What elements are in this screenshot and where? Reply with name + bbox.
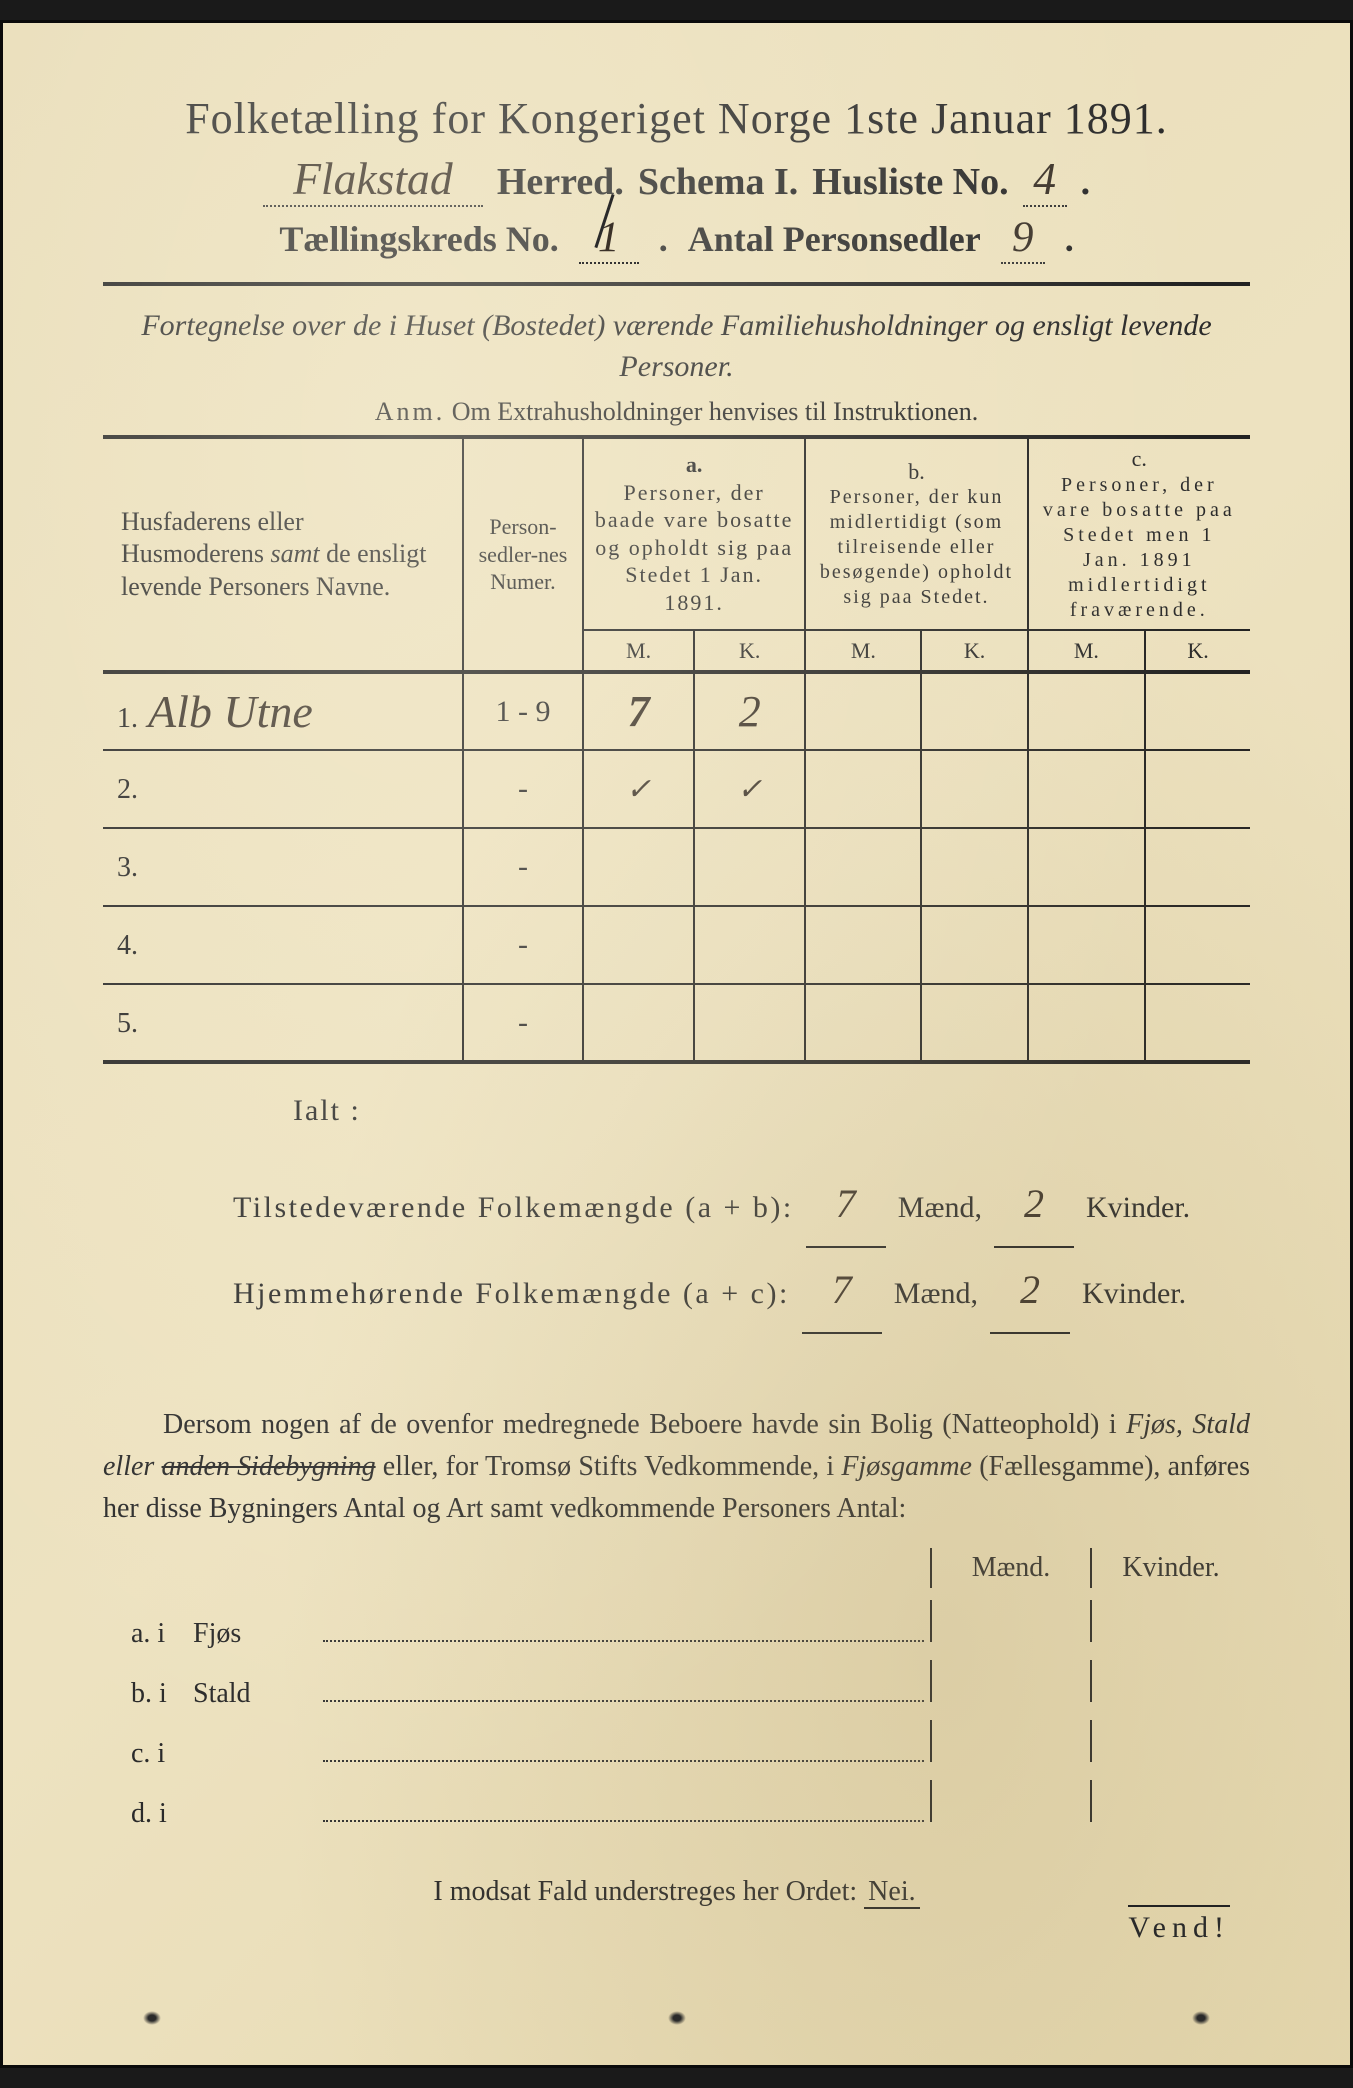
anm-lead: Anm.: [375, 397, 446, 426]
herred-value: Flakstad: [263, 152, 483, 207]
census-form-page: Folketælling for Kongeriget Norge 1ste J…: [0, 20, 1353, 2068]
row2-aM: ✓: [583, 750, 694, 828]
tot1-M: 7: [806, 1162, 886, 1248]
row2-aK: ✓: [694, 750, 805, 828]
subtitle: Fortegnelse over de i Huset (Bostedet) v…: [103, 306, 1250, 387]
anm-text: Om Extrahusholdninger henvises til Instr…: [452, 397, 978, 426]
tot2-M: 7: [802, 1248, 882, 1334]
husliste-value: 4: [1023, 152, 1067, 207]
husliste-label: Husliste No.: [812, 160, 1008, 204]
row3-num: -: [463, 828, 583, 906]
col-a-text: Personer, der baade vare bosatte og opho…: [592, 479, 796, 617]
punch-hole-icon: [668, 2011, 686, 2025]
b-K: K.: [921, 630, 1027, 673]
header-line-3: Tællingskreds No. 1 . Antal Personsedler…: [103, 213, 1250, 264]
col-names-header: Husfaderens eller Husmoderens samt de en…: [121, 507, 426, 601]
maend1: Mænd,: [898, 1176, 982, 1239]
mk-header: Mænd. Kvinder.: [103, 1548, 1250, 1588]
table-rows: 1.Alb Utne 1 - 9 7 2 2. - ✓ ✓ 3. -: [103, 672, 1250, 1062]
col-a-head: a.: [592, 451, 796, 479]
building-row: c. i: [103, 1720, 1250, 1770]
mk-maend: Mænd.: [930, 1548, 1090, 1588]
col-b-head: b.: [814, 458, 1018, 486]
tot1-label: Tilstedeværende Folkemængde (a + b):: [233, 1176, 794, 1239]
col-b-text: Personer, der kun midlertidigt (som tilr…: [814, 485, 1018, 610]
husliste-dot: .: [1081, 160, 1091, 204]
kreds-value: 1: [579, 213, 639, 264]
punch-hole-icon: [1192, 2011, 1210, 2025]
row5-num: -: [463, 984, 583, 1062]
row1-cK: [1145, 672, 1250, 750]
table-row: 2. - ✓ ✓: [103, 750, 1250, 828]
tot2-K: 2: [990, 1248, 1070, 1334]
row1-aK: 2: [694, 672, 805, 750]
row1-bK: [921, 672, 1027, 750]
a-M: M.: [583, 630, 694, 673]
mk-kvinder: Kvinder.: [1090, 1548, 1250, 1588]
personsedler-value: 9: [1001, 213, 1045, 264]
schema-label: Schema I.: [638, 160, 798, 204]
nei-line: I modsat Fald understreges her Ordet: Ne…: [103, 1876, 1250, 1908]
kvinder2: Kvinder.: [1082, 1262, 1186, 1325]
row1-name: Alb Utne: [148, 686, 313, 737]
c-K: K.: [1145, 630, 1250, 673]
building-row: a. i Fjøs: [103, 1600, 1250, 1650]
row1-cM: [1028, 672, 1146, 750]
nei-word: Nei.: [864, 1876, 919, 1909]
a-K: K.: [694, 630, 805, 673]
vend-label: Vend!: [1128, 1905, 1230, 1945]
kreds-label: Tællingskreds No.: [279, 218, 558, 260]
col-c-head: c.: [1037, 445, 1242, 473]
kreds-dot: .: [659, 218, 668, 260]
building-row: b. i Stald: [103, 1660, 1250, 1710]
row1-bM: [805, 672, 921, 750]
tot1-K: 2: [994, 1162, 1074, 1248]
table-row: 1.Alb Utne 1 - 9 7 2: [103, 672, 1250, 750]
row1-aM: 7: [583, 672, 694, 750]
totals-block: Tilstedeværende Folkemængde (a + b): 7 M…: [103, 1162, 1250, 1334]
b-M: M.: [805, 630, 921, 673]
household-table: Husfaderens eller Husmoderens samt de en…: [103, 435, 1250, 1064]
main-title: Folketælling for Kongeriget Norge 1ste J…: [103, 93, 1250, 144]
maend2: Mænd,: [894, 1262, 978, 1325]
herred-label: Herred.: [497, 160, 624, 204]
Kvinder1: Kvinder.: [1086, 1176, 1190, 1239]
punch-hole-icon: [143, 2011, 161, 2025]
col-num-header: Person-sedler-nes Numer.: [463, 437, 583, 672]
row1-num: 1 - 9: [463, 672, 583, 750]
ps-dot: .: [1065, 218, 1074, 260]
row2-num: -: [463, 750, 583, 828]
anm-line: Anm. Om Extrahusholdninger henvises til …: [103, 397, 1250, 427]
table-row: 5. -: [103, 984, 1250, 1062]
building-row: d. i: [103, 1780, 1250, 1830]
building-paragraph: Dersom nogen af de ovenfor medregnede Be…: [103, 1404, 1250, 1530]
personsedler-label: Antal Personsedler: [688, 218, 981, 260]
row4-num: -: [463, 906, 583, 984]
table-row: 3. -: [103, 828, 1250, 906]
col-c-text: Personer, der vare bosatte paa Stedet me…: [1037, 473, 1242, 623]
divider-1: [103, 282, 1250, 286]
header-line-2: Flakstad Herred. Schema I. Husliste No. …: [103, 152, 1250, 207]
ialt-label: Ialt :: [103, 1094, 1250, 1128]
building-list: a. i Fjøs b. i Stald c. i d. i: [103, 1600, 1250, 1830]
c-M: M.: [1028, 630, 1146, 673]
table-row: 4. -: [103, 906, 1250, 984]
tot2-label: Hjemmehørende Folkemængde (a + c):: [233, 1262, 790, 1325]
